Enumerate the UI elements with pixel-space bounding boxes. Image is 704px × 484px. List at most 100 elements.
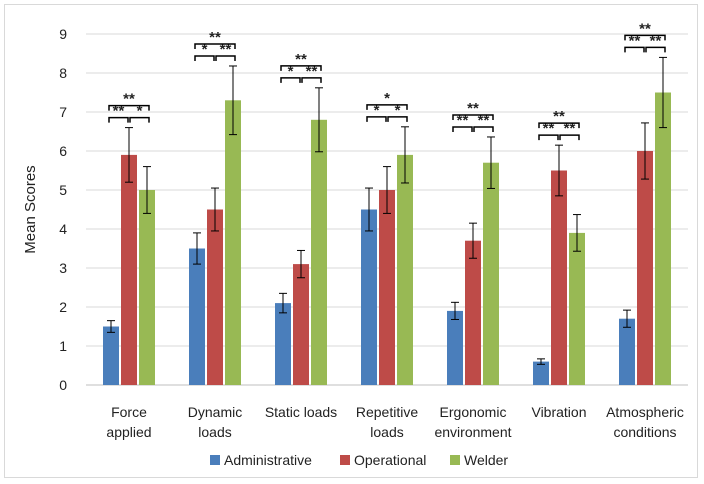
bracket-right xyxy=(129,116,150,123)
y-tick-label: 9 xyxy=(59,26,67,42)
bar xyxy=(225,100,241,386)
bar xyxy=(275,303,291,385)
significance-label: ** xyxy=(553,108,565,125)
y-axis-label: Mean Scores xyxy=(22,165,39,253)
bar xyxy=(361,209,377,385)
legend-label: Welder xyxy=(464,452,508,468)
bar xyxy=(379,190,395,385)
category-label: applied xyxy=(106,424,151,440)
bar xyxy=(311,119,327,386)
category-label: loads xyxy=(370,424,403,440)
legend-label: Administrative xyxy=(224,452,312,468)
significance-label: ** xyxy=(123,91,135,108)
category-label: Atmospheric xyxy=(606,404,684,420)
y-tick-label: 3 xyxy=(59,260,67,276)
significance-label: ** xyxy=(629,32,641,49)
bar xyxy=(189,248,205,385)
y-tick-label: 0 xyxy=(59,377,67,393)
significance-label: ** xyxy=(467,100,479,117)
significance-label: * xyxy=(374,102,380,119)
category-label: environment xyxy=(434,424,511,440)
bar xyxy=(207,209,223,385)
legend: Administrative Operational Welder xyxy=(210,452,508,468)
bracket-outer xyxy=(366,104,408,110)
category-label: Force xyxy=(111,404,147,420)
significance-brackets: ** **** ***** ***** **** ****** ****** **** xyxy=(108,20,666,141)
bracket-outer xyxy=(280,65,322,71)
bracket-outer xyxy=(452,114,494,120)
y-tick-label: 6 xyxy=(59,143,67,159)
category-label: Dynamic xyxy=(188,404,242,420)
significance-label: ** xyxy=(457,112,469,129)
bracket-right xyxy=(559,134,580,141)
bracket-left xyxy=(538,134,559,141)
bar xyxy=(655,92,671,385)
significance-label: ** xyxy=(295,51,307,68)
bracket-left xyxy=(194,55,215,61)
bracket-right xyxy=(387,116,408,122)
legend-swatch xyxy=(210,455,220,465)
y-tick-label: 2 xyxy=(59,299,67,315)
bracket-left xyxy=(108,116,129,123)
bar xyxy=(397,154,413,385)
significance-label: * xyxy=(137,103,143,120)
legend-swatch xyxy=(340,455,350,465)
bar xyxy=(139,190,155,385)
bracket-left xyxy=(452,126,473,132)
bracket-left xyxy=(280,77,301,83)
bar xyxy=(533,361,549,385)
bar xyxy=(551,170,567,385)
bracket-outer xyxy=(538,122,580,129)
bracket-outer xyxy=(624,34,666,41)
significance-label: ** xyxy=(220,41,232,58)
bracket-outer xyxy=(194,43,236,49)
legend-swatch xyxy=(450,455,460,465)
y-axis-ticks: 0 1 2 3 4 5 6 7 8 9 xyxy=(59,26,67,393)
significance-label: ** xyxy=(543,120,555,137)
bracket-right xyxy=(301,77,322,83)
category-label: conditions xyxy=(613,424,676,440)
bracket-right xyxy=(215,55,236,61)
bracket-left xyxy=(366,116,387,122)
y-tick-label: 1 xyxy=(59,338,67,354)
bar xyxy=(447,310,463,385)
bracket-left xyxy=(624,46,645,53)
significance-label: ** xyxy=(306,63,318,80)
significance-label: ** xyxy=(209,29,221,46)
y-tick-label: 7 xyxy=(59,104,67,120)
bar xyxy=(569,232,585,385)
category-label: Static loads xyxy=(265,404,337,420)
category-label: Vibration xyxy=(531,404,586,420)
significance-label: ** xyxy=(639,20,651,37)
bracket-outer xyxy=(108,104,150,111)
legend-label: Operational xyxy=(354,452,426,468)
category-label: Ergonomic xyxy=(440,404,507,420)
y-tick-label: 4 xyxy=(59,221,67,237)
significance-label: ** xyxy=(478,112,490,129)
bar xyxy=(103,326,119,385)
y-tick-label: 5 xyxy=(59,182,67,198)
bar xyxy=(619,318,635,385)
significance-label: * xyxy=(384,90,390,107)
error-bars xyxy=(107,56,667,365)
significance-label: ** xyxy=(650,32,662,49)
bar xyxy=(465,240,481,385)
category-label: Repetitive xyxy=(356,404,418,420)
bar xyxy=(121,154,137,385)
bar xyxy=(637,151,653,385)
significance-label: ** xyxy=(564,120,576,137)
bar xyxy=(483,162,499,385)
x-axis-categories: Force applied Dynamic loads Static loads Repe… xyxy=(106,404,683,440)
category-label: loads xyxy=(198,424,231,440)
y-tick-label: 8 xyxy=(59,65,67,81)
bars xyxy=(103,92,671,386)
significance-label: * xyxy=(202,41,208,58)
significance-label: ** xyxy=(113,103,125,120)
significance-label: * xyxy=(395,102,401,119)
significance-label: * xyxy=(288,63,294,80)
bracket-right xyxy=(645,46,666,53)
bracket-right xyxy=(473,126,494,132)
bar xyxy=(293,264,309,385)
